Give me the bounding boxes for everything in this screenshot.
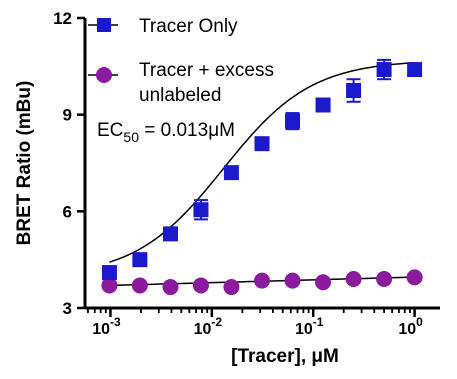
data-point-tracer-excess [192, 277, 209, 294]
y-tick-label: 3 [63, 299, 72, 318]
data-point-tracer-only [346, 83, 362, 98]
ec50-unit: μM [208, 120, 235, 141]
x-axis-label: [Tracer], μM [231, 346, 339, 367]
data-point-tracer-only [132, 252, 148, 268]
y-tick-label: 12 [53, 9, 72, 28]
y-tick-label: 9 [63, 106, 72, 125]
ec50-subscript: 50 [123, 129, 139, 145]
y-axis-label: BRET Ratio (mBu) [14, 81, 35, 246]
x-axis-label-prefix: [Tracer], [231, 346, 311, 367]
x-tick-label: 10-3 [92, 315, 121, 338]
data-point-tracer-only [254, 136, 270, 152]
data-point-tracer-only [101, 265, 117, 281]
legend: Tracer Only Tracer + excess unlabeled [88, 16, 274, 106]
data-point-tracer-only [285, 113, 301, 129]
data-point-tracer-excess [345, 271, 362, 287]
ec50-value: = 0.013 [139, 120, 208, 141]
data-point-tracer-only [376, 62, 392, 78]
data-point-tracer-only [193, 202, 209, 218]
data-point-tracer-excess [131, 277, 148, 294]
ec50-annotation: EC50 = 0.013μM [97, 120, 235, 145]
legend-label-tracer-excess-line2: unlabeled [139, 85, 221, 106]
x-axis-label-unit: μM [311, 346, 338, 367]
legend-label-tracer-excess-line1: Tracer + excess [139, 60, 274, 81]
x-axis-ticks: 10-3 10-2 10-1 100 [87, 308, 423, 338]
legend-item-tracer-only: Tracer Only [88, 16, 238, 37]
y-tick-label: 6 [63, 202, 72, 221]
legend-square-marker [97, 18, 111, 32]
data-point-tracer-excess [101, 277, 118, 294]
data-point-tracer-only [407, 62, 423, 78]
legend-item-tracer-excess: Tracer + excess unlabeled [88, 60, 274, 106]
data-point-tracer-only [162, 226, 178, 242]
data-point-tracer-excess [284, 272, 301, 289]
legend-circle-marker [96, 67, 112, 83]
data-point-tracer-excess [223, 279, 240, 296]
x-tick-label: 100 [398, 315, 423, 338]
fit-curve-tracer-only [109, 61, 415, 263]
x-tick-label: 10-2 [194, 315, 223, 338]
y-axis-ticks: 3 6 9 12 [53, 9, 85, 318]
x-tick-label: 10-1 [295, 315, 324, 338]
data-point-tracer-excess [254, 272, 271, 289]
legend-label-tracer-only: Tracer Only [139, 16, 238, 37]
data-point-tracer-excess [315, 274, 332, 291]
data-point-tracer-only [315, 97, 331, 113]
data-point-tracer-excess [406, 269, 423, 286]
ec50-prefix: EC [97, 120, 123, 141]
data-point-tracer-only [223, 165, 239, 181]
data-point-tracer-excess [162, 279, 179, 296]
data-point-tracer-excess [376, 271, 393, 287]
data-points [101, 58, 423, 296]
